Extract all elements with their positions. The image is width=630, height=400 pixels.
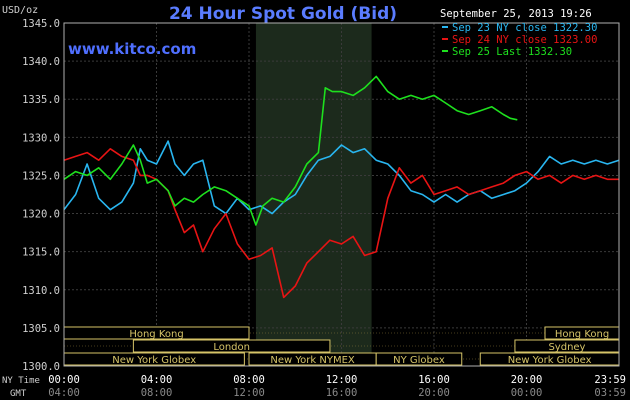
y-tick-label: 1320.0 [22,209,60,221]
session-label: Hong Kong [129,329,183,340]
session-box [375,352,463,366]
session-label: London [213,342,250,353]
y-tick-label: 1315.0 [22,247,60,259]
x-tick-label-gmt: 20:00 [418,387,450,399]
ny-time-label: NY Time [2,376,40,386]
y-tick-label: 1310.0 [22,285,60,297]
y-tick-label: 1300.0 [22,361,60,373]
session-box [132,339,331,353]
y-tick-labels: 1300.0 1305.0 1310.0 1315.0 1320.0 1325.0 1330… [22,18,60,373]
gmt-label: GMT [10,389,27,399]
y-tick-label: 1345.0 [22,18,60,30]
y-tick-label: 1305.0 [22,323,60,335]
timestamp: September 25, 2013 19:26 [440,8,592,20]
chart-title: 24 Hour Spot Gold (Bid) [169,4,397,24]
session-label: NY Globex [393,355,445,366]
x-tick-label-gmt: 00:00 [511,387,543,399]
x-tick-label-ny: 16:00 [418,374,450,386]
x-tick-label-ny: 08:00 [233,374,265,386]
series-line-2 [63,148,619,299]
x-tick-label-ny: 04:00 [141,374,173,386]
x-tick-label-gmt: 08:00 [141,387,173,399]
series-line-1 [63,140,620,215]
x-tick-label-gmt: 04:00 [48,387,80,399]
session-label: New York Globex [508,355,592,366]
legend-entry: Sep 24 NY close 1323.00 [452,34,597,46]
session-label: New York Globex [112,355,196,366]
x-tick-label-ny: 20:00 [511,374,543,386]
x-tick-labels: 00:00 04:00 08:00 12:00 16:00 20:00 23:5904:00… [48,374,626,399]
x-tick-label-gmt: 03:59 [594,387,626,399]
session-label: New York NYMEX [270,355,355,366]
x-tick-label-ny: 23:59 [594,374,626,386]
series-line-3 [63,75,518,226]
legend-entry: Sep 23 NY close 1322.30 [452,22,597,34]
session-label: Hong Kong [555,329,609,340]
x-tick-label-gmt: 16:00 [326,387,358,399]
nymex-highlight-band [255,23,372,366]
plot-frame [63,22,620,367]
y-tick-label: 1340.0 [22,56,60,68]
y-tick-label: 1335.0 [22,94,60,106]
chart-subtitle: www.kitco.com [68,40,196,58]
x-tick-label-ny: 12:00 [326,374,358,386]
y-tick-label: 1330.0 [22,132,60,144]
session-label: Sydney [548,342,585,353]
legend-entry: Sep 25 Last 1332.30 [452,46,572,58]
series-lines [63,75,620,299]
x-tick-label-ny: 00:00 [48,374,80,386]
y-axis-label: USD/oz [2,5,38,16]
trading-sessions: Hong Kong Hong Kong London Sydney New York G… [63,326,620,366]
x-tick-label-gmt: 12:00 [233,387,265,399]
y-tick-label: 1325.0 [22,170,60,182]
